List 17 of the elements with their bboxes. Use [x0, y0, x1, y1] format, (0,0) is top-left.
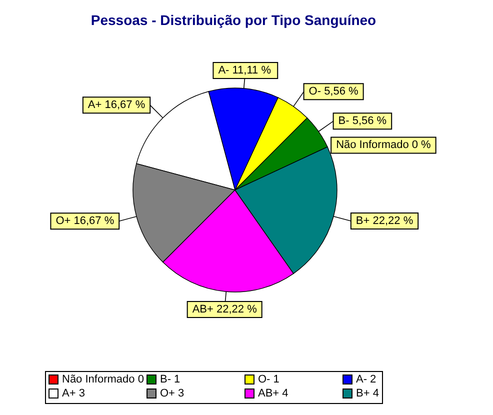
- data-label: O- 5,56 %: [308, 86, 359, 98]
- data-label: AB+ 22,22 %: [192, 304, 258, 316]
- legend-label: B+ 4: [356, 388, 379, 400]
- legend-label: O+ 3: [160, 388, 184, 400]
- data-label: A+ 16,67 %: [88, 99, 146, 112]
- data-label: B+ 22,22 %: [356, 215, 414, 228]
- legend-label: AB+ 4: [258, 388, 288, 400]
- data-label: B- 5,56 %: [338, 115, 387, 128]
- legend-label: A+ 3: [62, 388, 85, 400]
- legend-label: A- 2: [356, 374, 376, 386]
- legend-label: O- 1: [258, 374, 280, 386]
- text: Não Informado 0 %: [336, 139, 431, 152]
- legend-label: B- 1: [160, 374, 180, 386]
- chart-title: Pessoas - Distribuição por Tipo Sanguíneo: [90, 12, 376, 28]
- data-label: O+ 16,67 %: [56, 215, 114, 228]
- legend-label: Não Informado 0: [62, 374, 144, 386]
- data-label: A- 11,11 %: [218, 64, 272, 76]
